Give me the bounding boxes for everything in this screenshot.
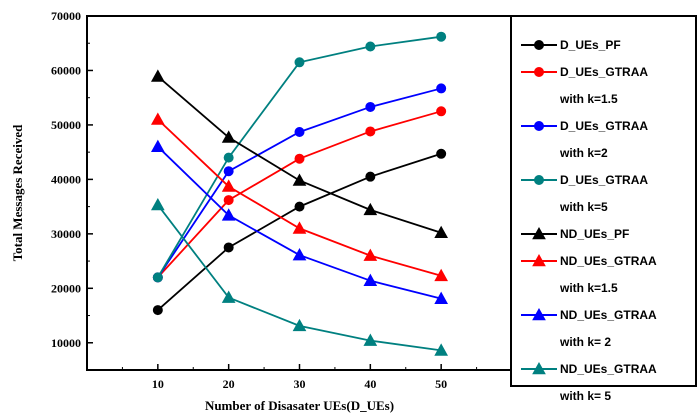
y-tick-label: 50000: [51, 118, 81, 132]
data-point: [292, 248, 307, 261]
data-point: [363, 248, 378, 261]
data-point: [223, 195, 234, 206]
data-point: [436, 83, 447, 94]
data-point: [365, 171, 376, 182]
data-point: [294, 201, 305, 212]
data-point: [292, 221, 307, 234]
legend-label: ND_UEs_GTRAA: [560, 308, 657, 322]
legend-label: D_UEs_GTRAA: [560, 173, 648, 187]
data-point: [221, 179, 236, 192]
plot-area: [86, 15, 513, 371]
x-tick-label: 50: [435, 377, 447, 391]
data-point: [363, 273, 378, 286]
legend-label: ND_UEs_GTRAA: [560, 362, 657, 376]
legend-marker: [534, 175, 544, 185]
data-point: [436, 148, 447, 159]
y-tick-label: 70000: [51, 9, 81, 23]
y-tick-label: 20000: [51, 281, 81, 295]
data-point: [434, 343, 449, 356]
x-tick-label: 30: [294, 377, 306, 391]
legend-entry: D_UEs_PF: [521, 38, 621, 52]
data-point: [363, 333, 378, 346]
data-point: [294, 153, 305, 164]
legend-marker: [532, 253, 546, 267]
legend-marker: [532, 361, 546, 375]
legend-label: D_UEs_GTRAA: [560, 119, 648, 133]
legend-box: [510, 15, 697, 387]
data-point: [365, 126, 376, 137]
legend-label-line2: with k=1.5: [559, 92, 618, 106]
series-6: [150, 112, 449, 282]
data-point: [436, 106, 447, 117]
series-1: [152, 148, 447, 316]
legend-label: ND_UEs_PF: [560, 227, 629, 241]
x-tick-label: 40: [364, 377, 376, 391]
legend-label-line2: with k=5: [559, 200, 608, 214]
legend-label-line2: with k=2: [559, 146, 608, 160]
y-tick-label: 40000: [51, 172, 81, 186]
x-tick-label: 10: [152, 377, 164, 391]
legend-marker: [532, 307, 546, 321]
data-point: [221, 290, 236, 303]
y-tick-label: 30000: [51, 227, 81, 241]
data-point: [365, 101, 376, 112]
y-tick-label: 10000: [51, 336, 81, 350]
data-point: [223, 152, 234, 163]
data-point: [363, 202, 378, 216]
series-4: [152, 31, 447, 283]
series-group: [150, 31, 449, 356]
data-point: [223, 166, 234, 177]
legend-entry: ND_UEs_PF: [521, 226, 629, 241]
data-point: [294, 127, 305, 138]
data-point: [223, 242, 234, 253]
x-axis-title: Number of Disasater UEs(D_UEs): [205, 398, 394, 413]
legend-marker: [532, 226, 546, 240]
legend-label-line2: with k=1.5: [559, 281, 618, 295]
data-point: [152, 305, 163, 316]
data-point: [434, 268, 449, 282]
data-point: [292, 318, 307, 332]
data-point: [150, 69, 165, 82]
data-point: [150, 197, 165, 211]
series-3: [152, 83, 447, 283]
data-point: [294, 57, 305, 68]
data-point: [150, 139, 165, 153]
series-5: [150, 69, 449, 239]
data-point: [221, 130, 236, 143]
series-8: [150, 197, 449, 356]
data-point: [434, 225, 449, 239]
data-point: [292, 173, 307, 186]
legend-label: D_UEs_GTRAA: [560, 65, 648, 79]
legend-marker: [534, 121, 544, 131]
legend-label-line2: with k= 2: [559, 335, 611, 349]
data-point: [434, 291, 449, 304]
y-axis-title: Total Messages Received: [10, 124, 25, 261]
data-point: [150, 112, 165, 125]
data-point: [365, 41, 376, 52]
y-tick-label: 60000: [51, 63, 81, 77]
legend-label: ND_UEs_GTRAA: [560, 254, 657, 268]
legend-label: D_UEs_PF: [560, 38, 621, 52]
legend-marker: [534, 40, 544, 50]
plot-frame: [86, 15, 513, 371]
legend-marker: [534, 67, 544, 77]
series-7: [150, 139, 449, 304]
data-point: [152, 272, 163, 283]
data-point: [221, 208, 236, 221]
x-tick-label: 20: [223, 377, 235, 391]
legend-label-line2: with k= 5: [559, 389, 611, 403]
data-point: [436, 31, 447, 42]
axes: 10000 20000 30000 40000 50000 60000 70000 10 20 3…: [51, 9, 478, 391]
